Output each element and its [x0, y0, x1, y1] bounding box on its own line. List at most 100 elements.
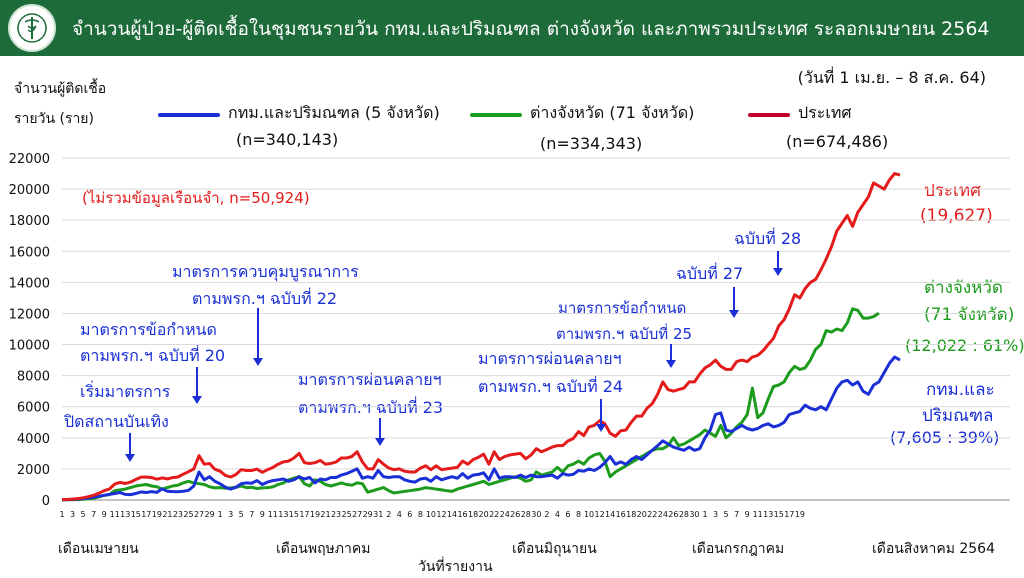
x-tick-label: 2	[544, 510, 549, 519]
x-tick-label: 1	[702, 510, 707, 519]
y-tick-label: 22000	[9, 152, 50, 167]
prison-exclusion-note: (ไม่รวมข้อมูลเรือนจำ, n=50,924)	[82, 189, 310, 207]
annotation-5-line2: ตามพรก.ฯ ฉบับที่ 24	[478, 377, 624, 396]
x-tick-label: 13	[120, 510, 130, 519]
x-tick-label: 20	[479, 510, 489, 519]
x-tick-label: 10	[584, 510, 594, 519]
end-label-prov-value: (12,022 : 61%)	[905, 336, 1024, 355]
x-tick-label: 5	[239, 510, 244, 519]
x-tick-label: 16	[616, 510, 626, 519]
month-label-july: เดือนกรกฎาคม	[692, 541, 785, 557]
series-line-country	[61, 172, 901, 501]
series-line-bkk	[61, 355, 901, 502]
x-tick-label: 7	[91, 510, 96, 519]
x-tick-label: 8	[576, 510, 581, 519]
annotation-arrow	[192, 367, 202, 404]
x-tick-label: 11	[753, 510, 763, 519]
x-tick-label: 27	[352, 510, 362, 519]
x-tick-label: 14	[605, 510, 615, 519]
annotation-6-line2: ตามพรก.ฯ ฉบับที่ 25	[556, 325, 693, 343]
y-tick-label: 12000	[9, 307, 50, 322]
annotation-arrow	[666, 344, 676, 368]
annotation-arrow	[773, 251, 783, 276]
x-tick-label: 15	[774, 510, 784, 519]
x-tick-label: 5	[81, 510, 86, 519]
annotation-3-line1: มาตรการควบคุมบูรณาการ	[172, 262, 359, 281]
x-tick-label: 25	[183, 510, 193, 519]
x-tick-label: 12	[594, 510, 604, 519]
x-tick-label: 26	[668, 510, 678, 519]
annotation-1-line2: ปิดสถานบันเทิง	[64, 412, 169, 431]
legend-n-bkk: (n=340,143)	[236, 130, 339, 149]
annotation-2-line2: ตามพรก.ฯ ฉบับที่ 20	[80, 346, 226, 365]
x-tick-label: 19	[310, 510, 320, 519]
annotation-7: ฉบับที่ 27	[676, 264, 744, 283]
x-tick-label: 9	[745, 510, 750, 519]
x-tick-label: 1	[218, 510, 223, 519]
annotation-arrow	[125, 433, 135, 462]
x-tick-label: 20	[637, 510, 647, 519]
x-tick-label: 11	[268, 510, 278, 519]
annotation-1-line1: เริ่มมาตรการ	[80, 382, 171, 401]
x-tick-label: 10	[426, 510, 436, 519]
header-bar: จำนวนผู้ป่วย-ผู้ติดเชื้อในชุมชนรายวัน กท…	[0, 0, 1024, 56]
y-tick-label: 6000	[17, 401, 50, 416]
x-tick-label: 30	[531, 510, 541, 519]
month-label-april: เดือนเมษายน	[58, 541, 139, 557]
legend-label-country: ประเทศ	[798, 103, 852, 122]
x-tick-label: 14	[447, 510, 457, 519]
legend-n-country: (n=674,486)	[786, 132, 889, 151]
caduceus-icon	[17, 13, 47, 43]
x-tick-label: 8	[418, 510, 423, 519]
month-label-june: เดือนมิถุนายน	[512, 541, 597, 557]
annotation-arrow	[596, 399, 606, 432]
end-label-country-value: (19,627)	[920, 206, 993, 226]
x-tick-label: 23	[331, 510, 341, 519]
annotation-arrow	[253, 308, 263, 366]
x-tick-label: 1	[59, 510, 64, 519]
annotation-arrow	[729, 287, 739, 318]
legend-label-prov: ต่างจังหวัด (71 จังหวัด)	[530, 103, 695, 122]
x-tick-label: 21	[320, 510, 330, 519]
x-tick-label: 5	[724, 510, 729, 519]
x-tick-label: 9	[260, 510, 265, 519]
x-tick-label: 28	[521, 510, 531, 519]
x-tick-label: 24	[500, 510, 510, 519]
y-tick-label: 0	[42, 494, 50, 509]
annotation-2-line1: มาตรการข้อกำหนด	[80, 320, 217, 339]
annotation-4-line1: มาตรการผ่อนคลายฯ	[298, 370, 442, 389]
x-tick-label: 17	[784, 510, 794, 519]
x-tick-label: 30	[689, 510, 699, 519]
annotation-5-line1: มาตรการผ่อนคลายฯ	[478, 349, 622, 368]
end-label-bkk: กทม.และ	[926, 380, 995, 400]
x-tick-label: 29	[204, 510, 214, 519]
x-axis-title: วันที่รายงาน	[418, 559, 493, 575]
x-tick-label: 13	[763, 510, 773, 519]
month-label-august: เดือนสิงหาคม 2564	[872, 541, 995, 557]
x-tick-label: 13	[278, 510, 288, 519]
x-tick-label: 29	[363, 510, 373, 519]
x-tick-label: 12	[436, 510, 446, 519]
y-tick-label: 4000	[17, 432, 50, 447]
x-tick-label: 26	[510, 510, 520, 519]
y-axis-label-line1: จำนวนผู้ติดเชื้อ	[14, 81, 107, 97]
legend-n-prov: (n=334,343)	[540, 134, 643, 153]
x-tick-label: 17	[299, 510, 309, 519]
x-tick-label: 17	[141, 510, 151, 519]
end-label-prov-sub: (71 จังหวัด)	[924, 305, 1015, 325]
end-label-bkk-sub: ปริมณฑล	[922, 406, 994, 426]
annotation-arrow	[375, 418, 385, 446]
x-tick-label: 19	[795, 510, 805, 519]
legend-swatch-bkk	[158, 113, 220, 117]
x-tick-label: 6	[407, 510, 412, 519]
y-tick-label: 14000	[9, 276, 50, 291]
x-tick-label: 4	[555, 510, 560, 519]
x-tick-label: 7	[734, 510, 739, 519]
page-title: จำนวนผู้ป่วย-ผู้ติดเชื้อในชุมชนรายวัน กท…	[72, 18, 990, 40]
y-tick-label: 8000	[17, 370, 50, 385]
x-tick-label: 31	[373, 510, 383, 519]
series-line-provinces	[62, 307, 880, 502]
annotation-8: ฉบับที่ 28	[734, 229, 802, 248]
y-tick-label: 16000	[9, 245, 50, 260]
legend-swatch-country	[748, 113, 790, 117]
